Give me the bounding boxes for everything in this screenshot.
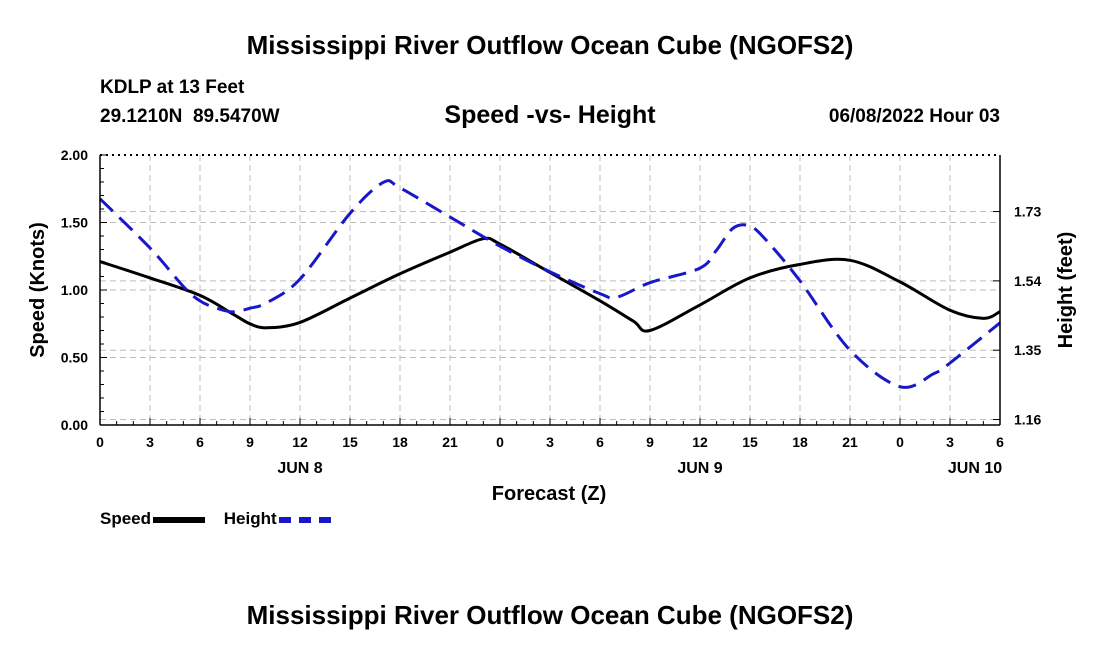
x-tick-label: 3 [546, 434, 554, 450]
x-tick-label: 18 [392, 434, 408, 450]
x-tick-label: 9 [646, 434, 654, 450]
legend-speed-swatch [153, 516, 206, 523]
x-tick-label: 18 [792, 434, 808, 450]
legend: Speed Height [100, 509, 331, 529]
x-tick-label: 6 [596, 434, 604, 450]
y2-tick-label: 1.54 [1014, 273, 1041, 289]
x-tick-label: 21 [842, 434, 858, 450]
frame-layer [99, 154, 1001, 426]
x-tick-label: 12 [292, 434, 308, 450]
legend-height-swatch [278, 516, 331, 523]
x-tick-label: 15 [742, 434, 758, 450]
y2-tick-label: 1.35 [1014, 342, 1041, 358]
x-tick-label: 0 [96, 434, 104, 450]
y2-tick-label: 1.73 [1014, 204, 1041, 220]
x-tick-label: 0 [496, 434, 504, 450]
y2-axis-label: Height (feet) [1055, 232, 1077, 349]
y-axis-label: Speed (Knots) [27, 222, 49, 358]
y2-tick-label: 1.16 [1014, 412, 1041, 428]
x-tick-label: 0 [896, 434, 904, 450]
x-tick-label: 3 [946, 434, 954, 450]
y-tick-label: 0.00 [61, 417, 88, 433]
y-tick-label: 1.00 [61, 282, 88, 298]
x-tick-label: 9 [246, 434, 254, 450]
forecast-datetime: 06/08/2022 Hour 03 [828, 106, 1000, 127]
x-day-label: JUN 8 [277, 460, 322, 477]
grid-layer [100, 155, 1000, 425]
page-title-bottom: Mississippi River Outflow Ocean Cube (NG… [246, 600, 854, 630]
x-tick-label: 15 [342, 434, 358, 450]
station-coordinates: 29.1210N 89.5470W [100, 106, 280, 127]
x-tick-label: 3 [146, 434, 154, 450]
x-tick-label: 6 [196, 434, 204, 450]
x-day-label: JUN 9 [677, 460, 722, 477]
x-day-label: JUN 10 [948, 460, 1002, 477]
height-series-line [98, 179, 1001, 389]
x-tick-label: 21 [442, 434, 458, 450]
series-layer [98, 179, 1001, 389]
tick-labels-layer: 0 3 6 9 12 15 18 21 0 3 6 9 12 15 18 21 0 3 6 JUN 8 JUN 9 JUN… [61, 147, 1042, 477]
page-title: Mississippi River Outflow Ocean Cube (NG… [246, 30, 854, 60]
y-tick-label: 0.50 [61, 350, 88, 366]
chart-title: Speed -vs- Height [444, 101, 656, 129]
station-name: KDLP at 13 Feet [100, 77, 245, 98]
x-tick-label: 12 [692, 434, 708, 450]
x-tick-label: 6 [996, 434, 1004, 450]
legend-height-label: Height [223, 509, 277, 528]
x-axis-label: Forecast (Z) [492, 483, 606, 505]
legend-speed-label: Speed [100, 509, 152, 528]
y-tick-label: 1.50 [61, 215, 88, 231]
y-tick-label: 2.00 [61, 147, 88, 163]
